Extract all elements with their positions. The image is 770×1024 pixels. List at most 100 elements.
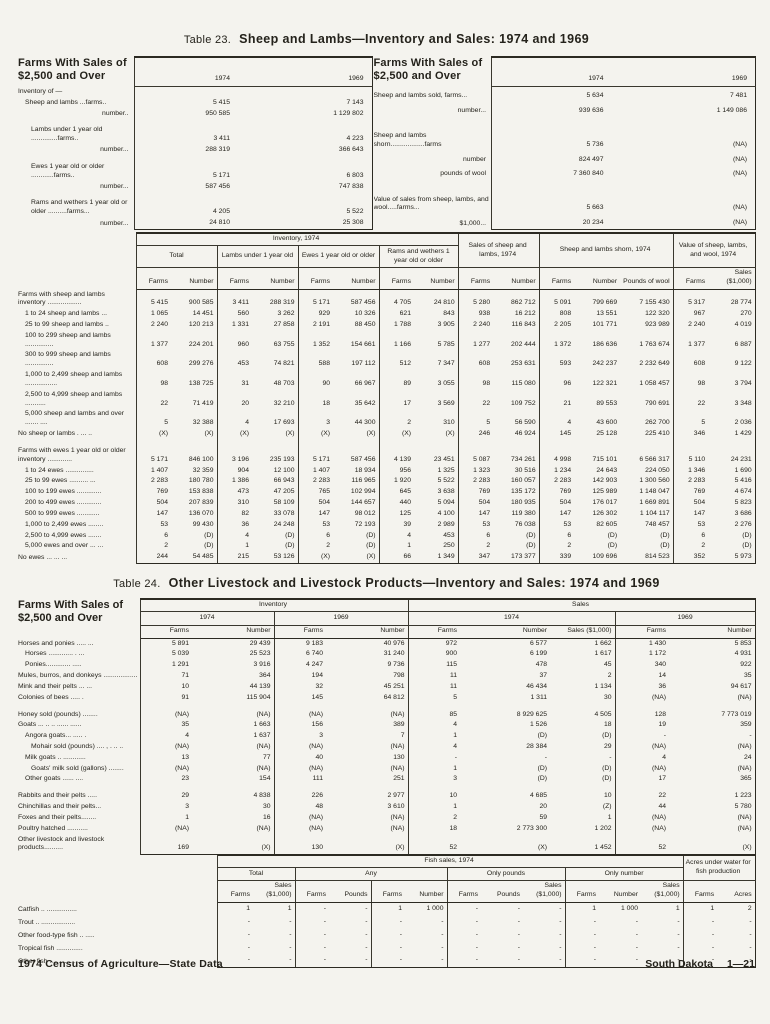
cell: 186 636 [592,340,618,348]
cell: (NA) [669,823,756,835]
cell: 923 989 [645,321,670,328]
cell: 48 [273,802,326,813]
table-row: Catfish .. ................ 1 1- -1 1 000- - -… [18,902,756,916]
cell: (NA) [175,742,189,750]
cell: 176 017 [592,499,618,507]
cell: 960 [216,330,252,351]
cell: 765 [297,487,333,499]
cell: - [365,917,368,925]
box-title: Farms With Sales of $2,500 and Over [18,599,141,639]
cell: - [517,917,520,925]
cell: 30 [262,803,271,811]
cell: 10 [603,792,612,800]
cell: 31 [216,370,252,390]
header-band-row: Fish sales, 1974 Acres under water for f… [18,854,756,903]
cell: 96 [538,370,575,390]
cell: 4 674 [708,487,756,499]
any-group: Any [294,867,447,882]
cell: 91 [181,693,189,701]
cell: 28 384 [526,742,548,750]
cell: 504 [457,498,494,509]
cell: (NA) [256,824,271,832]
cell: 862 712 [511,299,536,307]
cell: 1 407 [297,465,333,477]
cell: 769 [672,487,709,499]
cell: 365 [669,774,756,786]
cell: - [446,915,481,929]
cell: 24 231 [708,439,756,466]
cell: - [523,954,565,969]
col-pounds-of-wool: Pounds of wool [620,267,674,291]
col-farms: Farms [378,267,414,291]
cell: 63 755 [273,340,295,348]
cell: 32 388 [192,419,214,427]
cell: (X) [333,552,379,565]
cell: (X) [192,834,274,855]
cell: - [559,943,562,951]
cell: 1 377 [150,340,168,348]
col-farms: Farms [273,625,326,639]
cell: 197 112 [351,360,376,368]
cell: (D) [537,764,548,772]
cell: 19 [614,720,670,732]
cell: 1 148 047 [639,488,670,496]
cell: 145 [273,692,326,704]
cell: 224 050 [645,466,670,474]
cell: 130 [393,753,405,761]
cell: 4 100 [437,509,455,517]
row-label: Mohair sold (pounds) .... , . .. .. [18,741,141,753]
footer-state: South Dakota [645,958,713,970]
cell: 1 134 [594,682,612,690]
row-label: Tropical fish .............. [18,941,218,955]
cell: 478 [535,661,548,669]
row-label: No sheep or lambs . ... .. [18,429,137,440]
cell: 156 [273,720,326,732]
cell: 71 419 [192,399,214,407]
cell: 2 977 [387,792,405,800]
cell: 621 [378,309,414,320]
cell: 72 193 [354,520,376,528]
row-label: 1,000 to 2,499 ewes ........ [18,519,137,531]
cell: 20 [216,389,252,410]
cell: 1 669 891 [639,499,670,507]
cell: 11 [407,681,461,693]
col-number: Number [599,880,641,904]
cell: 111 [273,774,326,786]
fish-sales-table: Fish sales, 1974 Acres under water for f… [18,854,756,969]
row-label: Goats' milk sold (gallons) ........ [18,763,141,775]
col-number: Number [493,267,540,291]
cell: - [247,943,250,951]
col-sales-1000: Sales ($1,000) [641,880,684,904]
col-number: Number [171,267,217,291]
cell: 39 [378,519,414,531]
stub-header [18,232,137,290]
cell: 82 605 [596,520,618,528]
box-header-row: Farms With Sales of $2,500 and Over 1974… [373,56,756,88]
cell: - [441,917,444,925]
cell: 1 331 [216,320,252,331]
cell: 1 166 [378,330,414,351]
cell: 6 887 [708,330,756,351]
cell: 53 126 [252,552,298,565]
cell: 36 [216,519,252,531]
cell: 40 [273,752,326,764]
cell: 145 [538,429,575,440]
cell: - [517,930,520,938]
cell: 1 [378,541,414,553]
cell: (NA) [175,764,189,772]
cell: - [669,731,756,742]
col-acres: Acres [717,880,756,904]
cell: - [677,930,680,938]
cell: (NA) [629,214,756,230]
cell: 7 143 [256,97,373,109]
cell: 22 [614,785,670,803]
cell: - [441,930,444,938]
col-number: Number [333,267,379,291]
cell: 340 [614,660,670,672]
table-row: 5,000 sheep and lambs and over ....... .… [18,409,756,430]
cell: 160 057 [511,477,536,485]
cell: 3 905 [437,321,455,328]
table-row: 200 to 499 ewes ............. 504 207 839 3… [18,498,756,509]
header-group-row: Total Any Only pounds Only number [18,867,755,882]
